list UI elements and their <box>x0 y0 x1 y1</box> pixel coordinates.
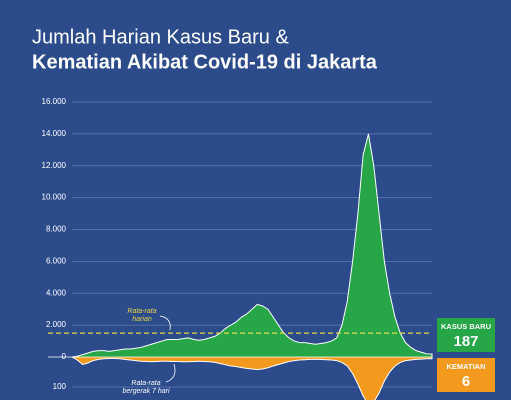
area-outline <box>71 133 433 358</box>
area-outline <box>71 356 433 400</box>
y-tick-label: 14.000 <box>42 129 67 138</box>
y-tick-label: 12.000 <box>42 161 67 170</box>
legend-label: KEMATIAN <box>446 362 485 371</box>
y-tick-label: 6.000 <box>46 256 67 265</box>
annotation-pointer <box>165 363 176 383</box>
y-tick-label: 4.000 <box>46 288 67 297</box>
chart-title: Jumlah Harian Kasus Baru & <box>32 26 289 48</box>
legend-box <box>437 358 495 392</box>
y-tick-label: 10.000 <box>42 193 67 202</box>
area <box>72 133 432 357</box>
y2-tick-label: 100 <box>53 382 67 391</box>
legend-value: 6 <box>462 373 470 390</box>
y-tick-label: 2.000 <box>46 320 67 329</box>
legend-label: KASUS BARU <box>441 322 491 331</box>
legend-box <box>437 318 495 352</box>
area <box>72 357 432 400</box>
chart-title: Kematian Akibat Covid-19 di Jakarta <box>32 51 378 73</box>
annotation: harian <box>132 316 152 323</box>
y-tick-label: 16.000 <box>42 97 67 106</box>
y-tick-label: 8.000 <box>46 225 67 234</box>
legend-value: 187 <box>453 333 478 350</box>
annotation: Rata-rata <box>131 380 160 387</box>
annotation: bergerak 7 hari <box>122 388 170 395</box>
annotation: Rata-rata <box>127 308 156 315</box>
annotation-pointer <box>159 315 171 331</box>
